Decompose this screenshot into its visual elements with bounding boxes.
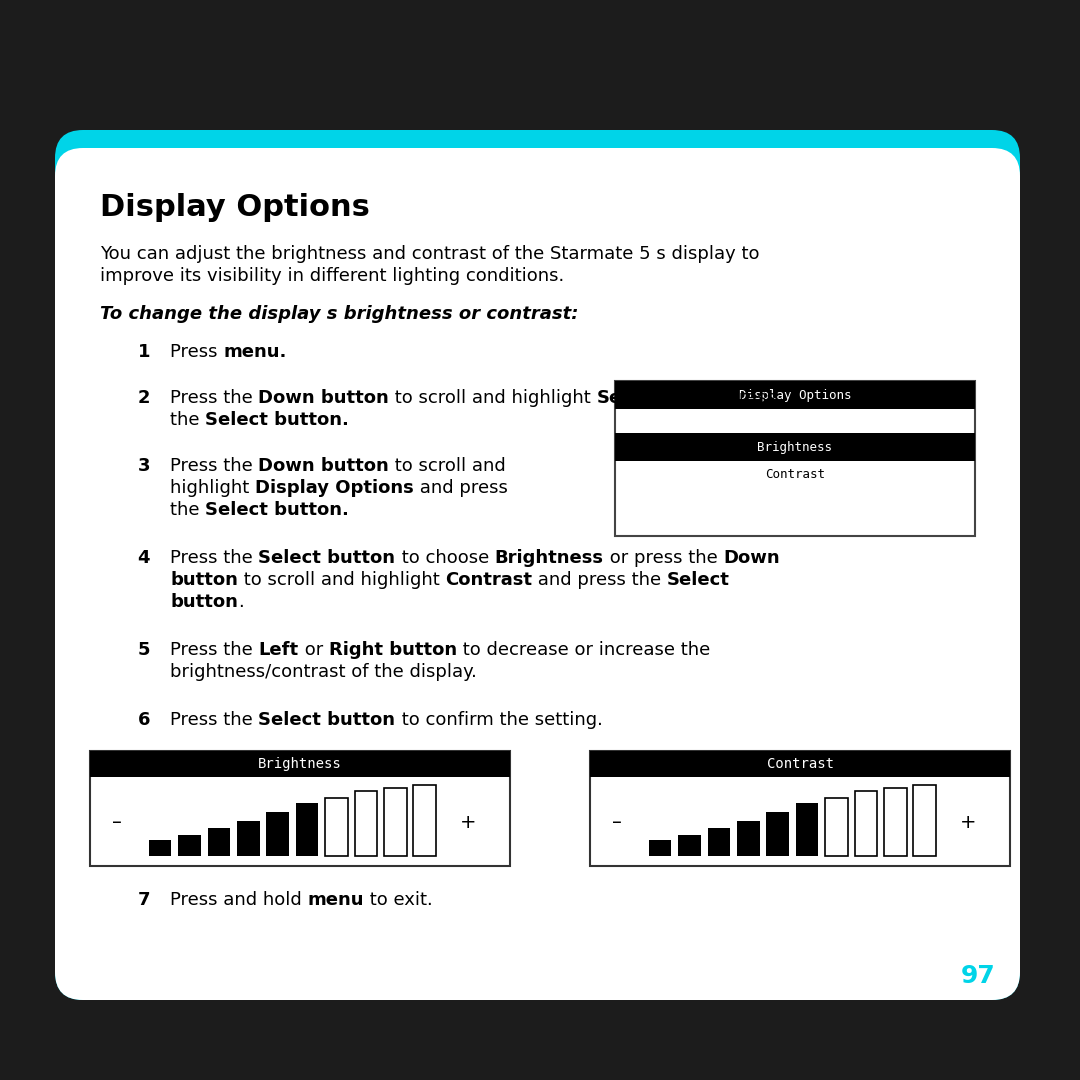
Text: Down: Down bbox=[723, 549, 780, 567]
Text: Press the: Press the bbox=[170, 711, 258, 729]
Text: improve its visibility in different lighting conditions.: improve its visibility in different ligh… bbox=[100, 267, 564, 285]
Text: –: – bbox=[612, 813, 622, 832]
Bar bbox=[590, 751, 1010, 777]
Text: Select button.: Select button. bbox=[205, 411, 349, 429]
Text: .: . bbox=[238, 593, 244, 611]
Text: menu.: menu. bbox=[224, 343, 286, 361]
Text: Brightness: Brightness bbox=[495, 549, 604, 567]
Text: button: button bbox=[170, 593, 238, 611]
Text: +: + bbox=[460, 813, 476, 832]
Text: 3: 3 bbox=[137, 457, 150, 475]
Text: and press: and press bbox=[681, 389, 775, 407]
Bar bbox=[767, 812, 789, 856]
Bar bbox=[590, 751, 1010, 866]
Text: to exit.: to exit. bbox=[364, 891, 433, 909]
Bar bbox=[854, 792, 877, 856]
Text: 5: 5 bbox=[137, 642, 150, 659]
Text: to choose: to choose bbox=[395, 549, 495, 567]
Text: Contrast: Contrast bbox=[765, 469, 825, 482]
Text: button: button bbox=[170, 571, 238, 589]
Bar bbox=[737, 821, 759, 856]
Bar bbox=[649, 840, 672, 856]
Text: –: – bbox=[112, 813, 122, 832]
Text: to scroll and: to scroll and bbox=[389, 457, 507, 475]
Bar bbox=[384, 787, 406, 856]
Text: and press the: and press the bbox=[532, 571, 667, 589]
Text: to confirm the setting.: to confirm the setting. bbox=[395, 711, 603, 729]
Bar bbox=[267, 812, 289, 856]
Text: Press and hold: Press and hold bbox=[170, 891, 308, 909]
Text: Brightness: Brightness bbox=[258, 757, 342, 771]
Text: Display Options: Display Options bbox=[255, 480, 414, 497]
Text: 7: 7 bbox=[137, 891, 150, 909]
Text: menu: menu bbox=[308, 891, 364, 909]
Text: to scroll and highlight: to scroll and highlight bbox=[389, 389, 597, 407]
Text: Contrast: Contrast bbox=[445, 571, 532, 589]
Bar bbox=[615, 381, 975, 409]
Text: the: the bbox=[170, 501, 205, 519]
Text: 1: 1 bbox=[137, 343, 150, 361]
Bar bbox=[237, 821, 259, 856]
Text: Select button.: Select button. bbox=[205, 501, 349, 519]
Bar bbox=[615, 433, 975, 461]
Bar bbox=[414, 785, 436, 856]
Bar bbox=[825, 798, 848, 856]
Text: and press: and press bbox=[414, 480, 508, 497]
Text: Select: Select bbox=[667, 571, 730, 589]
Text: Down button: Down button bbox=[258, 389, 389, 407]
Text: 97: 97 bbox=[960, 964, 995, 988]
Text: highlight: highlight bbox=[170, 480, 255, 497]
Text: Display Options: Display Options bbox=[100, 193, 369, 222]
Text: or press the: or press the bbox=[604, 549, 723, 567]
Text: 4: 4 bbox=[137, 549, 150, 567]
Bar bbox=[354, 792, 377, 856]
Text: Press the: Press the bbox=[170, 389, 258, 407]
Text: or: or bbox=[299, 642, 328, 659]
Bar bbox=[615, 381, 975, 536]
Bar bbox=[885, 787, 906, 856]
Bar bbox=[296, 804, 319, 856]
Text: Select button: Select button bbox=[258, 549, 395, 567]
Text: You can adjust the brightness and contrast of the Starmate 5 s display to: You can adjust the brightness and contra… bbox=[100, 245, 759, 264]
Bar bbox=[90, 751, 510, 777]
Text: to decrease or increase the: to decrease or increase the bbox=[457, 642, 710, 659]
Text: 6: 6 bbox=[137, 711, 150, 729]
Bar bbox=[914, 785, 936, 856]
Text: +: + bbox=[960, 813, 976, 832]
Text: Display Options: Display Options bbox=[739, 389, 851, 402]
Text: Press the: Press the bbox=[170, 549, 258, 567]
Text: To change the display s brightness or contrast:: To change the display s brightness or co… bbox=[100, 305, 579, 323]
Text: 2: 2 bbox=[137, 389, 150, 407]
Text: to scroll and highlight: to scroll and highlight bbox=[238, 571, 445, 589]
Bar bbox=[149, 840, 172, 856]
Text: Press the: Press the bbox=[170, 457, 258, 475]
Text: Left: Left bbox=[258, 642, 299, 659]
Bar bbox=[90, 751, 510, 866]
Text: Settings: Settings bbox=[597, 389, 681, 407]
Bar bbox=[796, 804, 819, 856]
Text: brightness/contrast of the display.: brightness/contrast of the display. bbox=[170, 663, 477, 681]
Text: Press: Press bbox=[170, 343, 224, 361]
Bar bbox=[178, 835, 201, 856]
Text: Brightness: Brightness bbox=[757, 441, 833, 454]
Bar bbox=[207, 827, 230, 856]
Text: Right button: Right button bbox=[328, 642, 457, 659]
Bar bbox=[707, 827, 730, 856]
Bar bbox=[325, 798, 348, 856]
Text: the: the bbox=[170, 411, 205, 429]
FancyBboxPatch shape bbox=[55, 130, 1020, 1000]
Text: Contrast: Contrast bbox=[767, 757, 834, 771]
Text: Select button: Select button bbox=[258, 711, 395, 729]
Text: Press the: Press the bbox=[170, 642, 258, 659]
Text: Down button: Down button bbox=[258, 457, 389, 475]
Bar bbox=[678, 835, 701, 856]
FancyBboxPatch shape bbox=[55, 148, 1020, 1000]
